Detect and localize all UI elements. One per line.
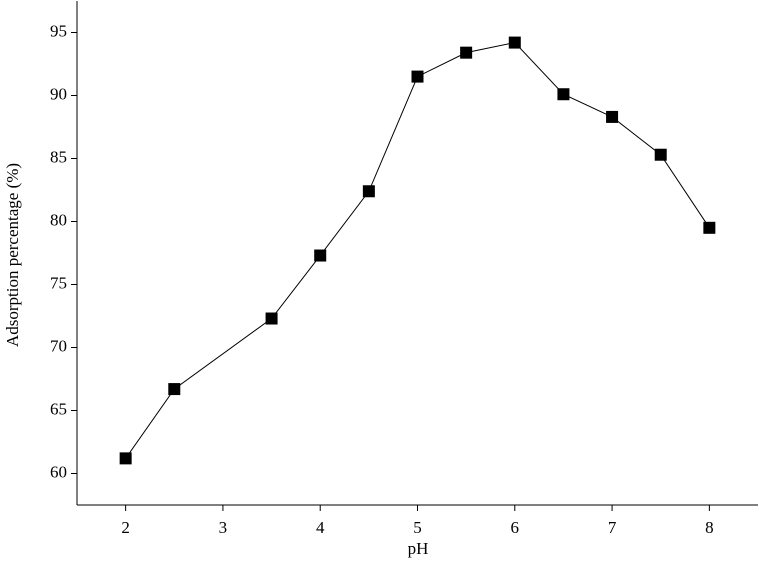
x-tick-label: 5 bbox=[413, 518, 422, 537]
marker bbox=[119, 452, 132, 465]
marker bbox=[703, 221, 716, 234]
x-tick-label: 8 bbox=[705, 518, 714, 537]
marker bbox=[460, 46, 473, 59]
marker bbox=[508, 36, 521, 49]
marker bbox=[168, 383, 181, 396]
marker bbox=[362, 185, 375, 198]
y-tick-label: 90 bbox=[50, 84, 67, 103]
x-tick-label: 6 bbox=[511, 518, 520, 537]
x-axis-label: pH bbox=[408, 539, 429, 558]
marker bbox=[265, 312, 278, 325]
marker bbox=[314, 249, 327, 262]
x-tick-label: 3 bbox=[219, 518, 228, 537]
y-tick-label: 95 bbox=[50, 21, 67, 40]
marker bbox=[557, 88, 570, 101]
y-axis-label: Adsorption percentage (%) bbox=[3, 163, 22, 347]
y-tick-label: 60 bbox=[50, 462, 67, 481]
x-tick-label: 2 bbox=[121, 518, 130, 537]
marker bbox=[606, 110, 619, 123]
y-tick-label: 70 bbox=[50, 336, 67, 355]
marker bbox=[654, 148, 667, 161]
data-line bbox=[125, 42, 710, 459]
y-tick-label: 80 bbox=[50, 210, 67, 229]
y-tick-label: 75 bbox=[50, 273, 67, 292]
marker bbox=[411, 70, 424, 83]
y-tick-label: 85 bbox=[50, 147, 67, 166]
y-tick-label: 65 bbox=[50, 399, 67, 418]
x-tick-label: 7 bbox=[608, 518, 617, 537]
x-tick-label: 4 bbox=[316, 518, 325, 537]
